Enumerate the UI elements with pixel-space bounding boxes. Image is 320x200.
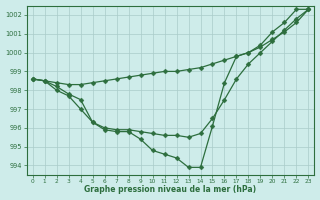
X-axis label: Graphe pression niveau de la mer (hPa): Graphe pression niveau de la mer (hPa) [84, 185, 257, 194]
